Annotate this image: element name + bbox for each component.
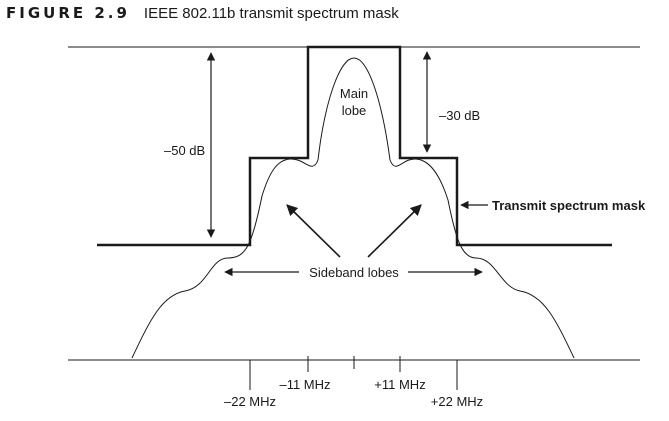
main-lobe-label-line1: Main — [340, 86, 368, 101]
sideband-arrow-upper-left — [287, 205, 340, 257]
main-lobe-label-line2: lobe — [342, 103, 367, 118]
minus-30db-label: –30 dB — [439, 108, 480, 123]
sideband-lobes-label: Sideband lobes — [309, 265, 399, 280]
sideband-arrow-upper-right — [368, 205, 421, 257]
axis-ticks: –22 MHz –11 MHz +11 MHz +22 MHz — [224, 356, 483, 409]
axis-tick-label: +22 MHz — [431, 394, 483, 409]
minus-50db-label: –50 dB — [164, 143, 205, 158]
axis-tick-label: +11 MHz — [374, 377, 425, 392]
axis-tick-label: –11 MHz — [279, 377, 330, 392]
mask-label: Transmit spectrum mask — [492, 198, 646, 213]
axis-tick-label: –22 MHz — [224, 394, 276, 409]
